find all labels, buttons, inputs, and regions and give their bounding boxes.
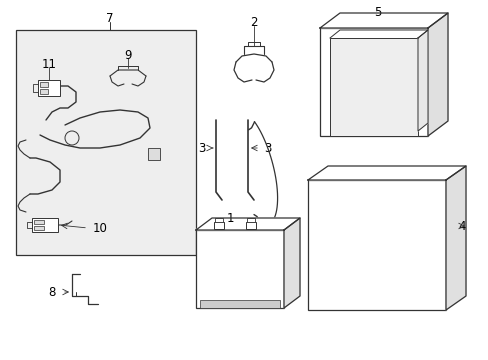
Polygon shape bbox=[319, 13, 447, 28]
Bar bbox=[319, 28, 427, 136]
Bar bbox=[40, 89, 48, 94]
Bar bbox=[32, 218, 58, 232]
Bar bbox=[307, 180, 445, 310]
Bar bbox=[329, 38, 417, 136]
Text: 4: 4 bbox=[457, 220, 465, 233]
Text: 7: 7 bbox=[106, 12, 114, 24]
Polygon shape bbox=[427, 13, 447, 136]
Text: 11: 11 bbox=[41, 58, 57, 71]
Text: 6: 6 bbox=[270, 252, 277, 265]
Polygon shape bbox=[196, 218, 299, 230]
Bar bbox=[214, 222, 224, 229]
Polygon shape bbox=[307, 166, 465, 180]
Polygon shape bbox=[445, 166, 465, 310]
Text: 10: 10 bbox=[92, 221, 107, 234]
Polygon shape bbox=[284, 218, 299, 308]
Text: 8: 8 bbox=[48, 285, 56, 298]
Bar bbox=[245, 222, 256, 229]
Text: 2: 2 bbox=[250, 15, 257, 28]
Bar bbox=[40, 82, 48, 87]
Bar bbox=[34, 220, 44, 224]
Text: 3: 3 bbox=[264, 141, 271, 154]
Text: 1: 1 bbox=[226, 212, 233, 225]
Circle shape bbox=[65, 131, 79, 145]
Bar bbox=[38, 80, 60, 96]
Bar bbox=[200, 300, 280, 308]
Bar bbox=[16, 30, 196, 255]
Text: 3: 3 bbox=[198, 141, 205, 154]
Text: 5: 5 bbox=[373, 5, 381, 18]
Bar bbox=[148, 148, 160, 160]
Text: 9: 9 bbox=[124, 49, 131, 62]
Bar bbox=[196, 230, 284, 308]
Bar bbox=[34, 226, 44, 230]
Polygon shape bbox=[417, 30, 427, 131]
Bar bbox=[246, 218, 254, 222]
Bar bbox=[215, 218, 223, 222]
